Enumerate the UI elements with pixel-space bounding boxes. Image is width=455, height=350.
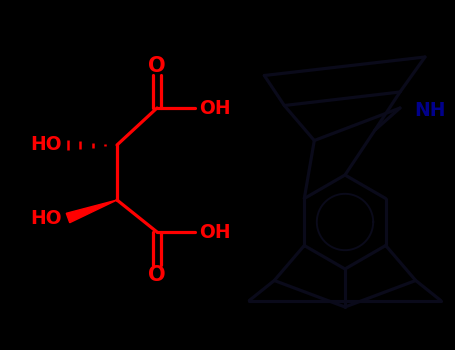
Text: O: O (148, 56, 166, 76)
Text: OH: OH (199, 223, 231, 241)
Text: O: O (148, 265, 166, 285)
Polygon shape (66, 200, 117, 223)
Text: NH: NH (414, 102, 445, 120)
Text: HO: HO (30, 135, 62, 154)
Text: HO: HO (30, 209, 62, 228)
Text: OH: OH (199, 98, 231, 118)
